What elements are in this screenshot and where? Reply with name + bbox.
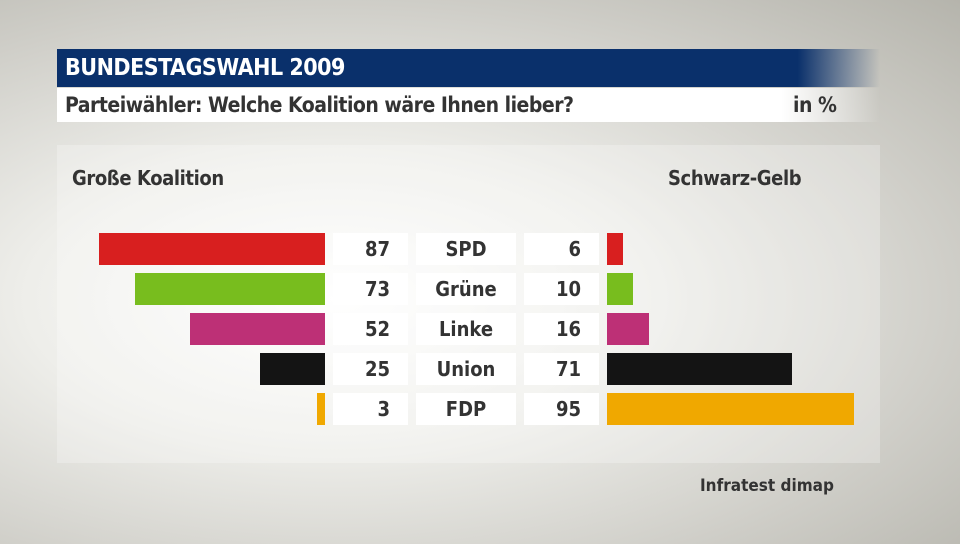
bar-right-SPD — [607, 233, 623, 265]
value-left: 87 — [333, 233, 408, 265]
category-label: FDP — [416, 393, 516, 425]
category-label: Grüne — [416, 273, 516, 305]
value-left: 73 — [333, 273, 408, 305]
bar-left-Union — [260, 353, 325, 385]
value-left: 3 — [333, 393, 408, 425]
bar-right-Union — [607, 353, 792, 385]
value-right: 10 — [524, 273, 599, 305]
category-label: Union — [416, 353, 516, 385]
bar-right-FDP — [607, 393, 854, 425]
category-label: Linke — [416, 313, 516, 345]
category-label: SPD — [416, 233, 516, 265]
right-series-label: Schwarz-Gelb — [668, 166, 802, 190]
chart-title: BUNDESTAGSWAHL 2009 — [57, 49, 880, 87]
bar-right-Linke — [607, 313, 649, 345]
unit-label: in % — [793, 93, 837, 117]
value-right: 95 — [524, 393, 599, 425]
value-right: 16 — [524, 313, 599, 345]
value-right: 71 — [524, 353, 599, 385]
value-left: 52 — [333, 313, 408, 345]
bar-left-FDP — [317, 393, 325, 425]
value-right: 6 — [524, 233, 599, 265]
left-series-label: Große Koalition — [72, 166, 224, 190]
bar-left-Grüne — [135, 273, 325, 305]
chart-subtitle-bar: Parteiwähler: Welche Koalition wäre Ihne… — [57, 88, 880, 122]
bar-left-Linke — [189, 313, 325, 345]
bar-left-SPD — [98, 233, 325, 265]
chart-subtitle: Parteiwähler: Welche Koalition wäre Ihne… — [65, 93, 574, 117]
bar-right-Grüne — [607, 273, 633, 305]
source-label: Infratest dimap — [700, 476, 834, 496]
value-left: 25 — [333, 353, 408, 385]
